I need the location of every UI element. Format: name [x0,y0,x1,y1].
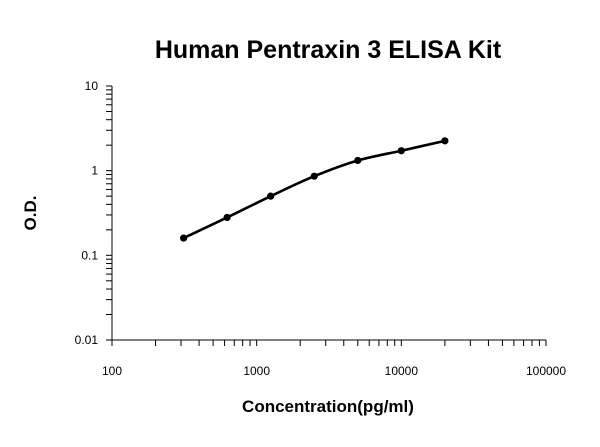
data-point [441,137,449,145]
x-axis-label: Concentration(pg/ml) [242,397,414,416]
data-point [354,156,362,165]
x-tick-label: 100000 [526,364,566,378]
x-tick-label: 1000 [243,364,270,378]
tick-labels: 100 1000 10000 100000 0.01 0.1 1 10 [75,79,567,378]
data-point [267,192,275,200]
y-tick-label: 1 [91,164,98,178]
data-point [179,234,188,242]
data-point [397,147,405,155]
chart-title: Human Pentraxin 3 ELISA Kit [155,36,502,64]
y-tick-label: 10 [85,79,99,93]
y-tick-label: 0.01 [75,333,99,347]
data-point [310,172,318,180]
series [179,137,449,242]
axes [111,86,546,341]
x-tick-label: 10000 [385,364,419,378]
data-point [223,213,231,222]
ticks [106,85,547,346]
y-axis-label: O.D. [21,196,40,231]
y-tick-label: 0.1 [81,248,98,262]
x-tick-label: 100 [102,364,122,378]
series-line [182,139,447,240]
